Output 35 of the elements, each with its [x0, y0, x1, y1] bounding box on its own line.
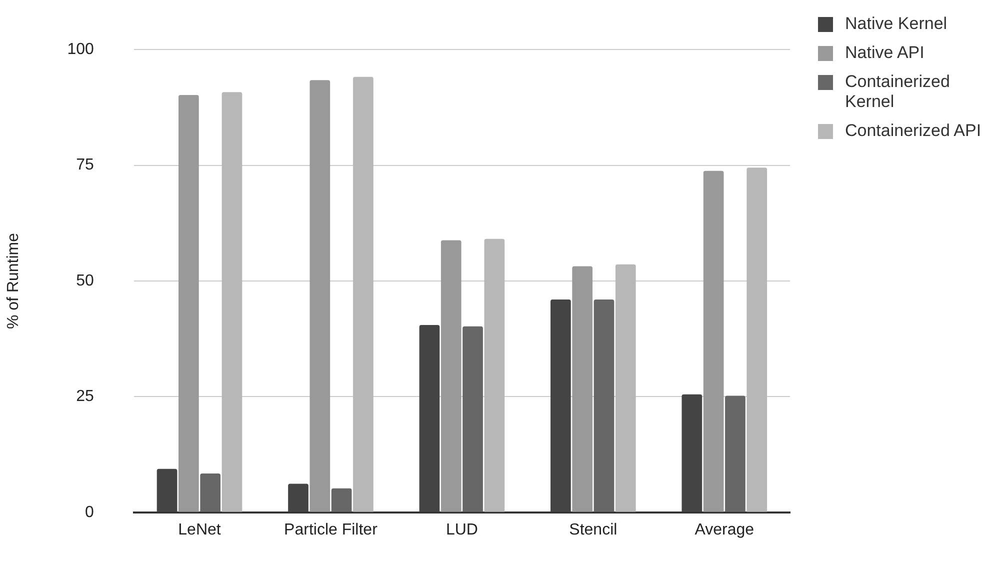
x-tick-label: LUD — [446, 521, 478, 538]
bar — [222, 92, 242, 512]
bar — [682, 394, 702, 512]
bar — [419, 324, 440, 512]
x-tick-label: LeNet — [178, 521, 222, 538]
bar — [725, 396, 746, 512]
y-tick-label: 25 — [76, 388, 94, 406]
bar — [484, 238, 505, 512]
bar — [746, 168, 768, 512]
x-tick-label: Average — [694, 521, 754, 538]
legend-label: Native API — [845, 43, 924, 63]
bar — [310, 80, 330, 512]
legend-label: Containerized Kernel — [845, 72, 951, 112]
bar — [200, 474, 221, 512]
legend-label: Containerized API — [845, 121, 982, 141]
bar — [440, 240, 462, 512]
bar — [594, 300, 614, 512]
bar — [288, 484, 308, 512]
legend-label: Native Kernel — [845, 14, 948, 34]
bar — [156, 468, 178, 512]
y-tick-label: 0 — [84, 504, 94, 521]
bar — [331, 488, 352, 512]
y-tick-label: 100 — [67, 41, 94, 58]
y-tick-label: 50 — [76, 272, 94, 290]
bar — [572, 266, 593, 512]
bar — [615, 264, 636, 512]
x-tick-label: Stencil — [569, 521, 618, 538]
bar — [550, 300, 571, 512]
bar — [462, 326, 483, 512]
bar — [353, 76, 374, 512]
bar — [703, 170, 724, 512]
y-tick-label: 75 — [76, 156, 94, 174]
bar — [178, 94, 199, 512]
x-tick-label: Particle Filter — [284, 521, 378, 538]
y-axis-title: % of Runtime — [5, 232, 22, 330]
